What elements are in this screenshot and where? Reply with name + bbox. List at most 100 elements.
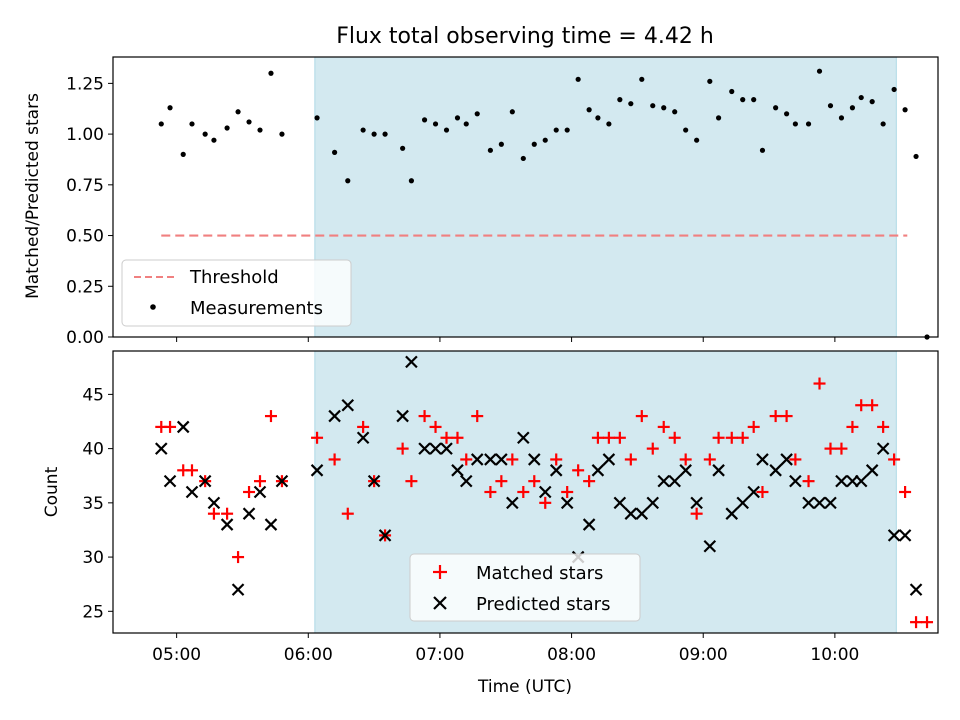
matched-stars-point [528, 475, 541, 488]
matched-stars-point [311, 431, 324, 444]
measurements-point [729, 88, 735, 95]
bottom-panel: 25 30 35 40 45 05:00 06:00 07:00 08:00 09:00 10:00… [42, 350, 939, 697]
predicted-stars-point [264, 518, 278, 531]
predicted-stars-point [780, 453, 793, 466]
predicted-stars-point [242, 507, 256, 520]
measurements-point [913, 153, 919, 160]
matched-stars-point [341, 507, 354, 520]
measurements-point [553, 127, 559, 133]
measurements-point [371, 131, 377, 137]
measurements-point [202, 131, 208, 137]
predicted-stars-point [813, 496, 826, 510]
predicted-stars-point [451, 464, 464, 477]
predicted-stars-point [591, 464, 605, 477]
measurements-point [880, 121, 886, 127]
top-panel: Flux total observing time = 4.42 h 0.000… [23, 24, 939, 348]
predicted-stars-point [396, 409, 409, 423]
predicted-stars-point [668, 474, 681, 488]
matched-stars-point [460, 453, 473, 466]
predicted-stars-point [898, 529, 912, 542]
matched-stars-point [802, 475, 815, 488]
measurements-point [606, 121, 612, 127]
predicted-stars-point [712, 464, 725, 477]
bottom-y-tick-label: 45 [82, 385, 104, 405]
measurements-point [520, 155, 526, 162]
predicted-stars-point [429, 442, 442, 455]
top-y-tick-label: 0.25 [66, 277, 104, 297]
matched-stars-point [429, 420, 442, 433]
predicted-stars-point [231, 583, 245, 596]
matched-stars-point [910, 616, 923, 629]
matched-stars-point [813, 377, 826, 390]
measurements-point [421, 117, 428, 123]
measurements-point [463, 121, 469, 127]
predicted-stars-point [275, 474, 289, 488]
top-y-tick-label: 0.00 [66, 328, 104, 348]
predicted-stars-point [582, 518, 596, 531]
predicted-stars-point [484, 453, 497, 466]
predicted-stars-point [560, 496, 574, 510]
matched-stars-point [835, 442, 848, 455]
predicted-stars-point [876, 442, 890, 455]
measurements-point [707, 78, 713, 84]
matched-stars-point [232, 551, 245, 564]
x-tick-label: 06:00 [284, 645, 333, 665]
matched-stars-point [877, 420, 890, 433]
measurements-point [694, 137, 700, 143]
predicted-stars-point [367, 474, 381, 488]
measurements-point [531, 141, 537, 147]
predicted-stars-point [756, 453, 769, 466]
predicted-stars-point [310, 464, 324, 477]
bottom-y-axis-label: Count [42, 466, 62, 517]
matched-stars-point [646, 442, 659, 455]
predicted-stars-point [854, 474, 868, 488]
predicted-stars-point [835, 474, 848, 488]
predicted-stars-point [538, 485, 552, 499]
matched-stars-point [769, 410, 782, 423]
matched-stars-point [583, 475, 596, 488]
x-tick-label: 05:00 [152, 645, 201, 665]
x-axis-label: Time (UTC) [477, 677, 572, 697]
measurements-point [751, 97, 757, 103]
bottom-y-tick-label: 30 [82, 548, 104, 568]
predicted-stars-point [341, 398, 355, 412]
predicted-stars-point [356, 431, 370, 445]
matched-stars-point [254, 475, 267, 488]
matched-stars-point [357, 420, 370, 433]
measurements-point [257, 127, 263, 133]
predicted-stars-point [690, 496, 703, 510]
matched-stars-point [517, 486, 530, 498]
measurements-point [180, 151, 186, 157]
top-y-tick-label: 0.75 [66, 176, 104, 196]
matched-stars-point [657, 420, 670, 433]
predicted-stars-point [824, 496, 837, 510]
legend-label-matched: Matched stars [476, 563, 603, 584]
measurements-point [408, 178, 415, 184]
matched-stars-point [539, 496, 552, 509]
predicted-stars-point [163, 474, 177, 488]
bottom-axes-frame [112, 350, 939, 634]
matched-stars-point [789, 453, 802, 466]
predicted-stars-point [624, 507, 638, 520]
predicted-stars-point [887, 529, 901, 542]
predicted-stars-point [909, 583, 923, 596]
measurements-point [279, 131, 285, 137]
matched-stars-point [824, 442, 837, 455]
matched-stars-point [736, 431, 749, 444]
bottom-y-tick-label: 35 [82, 494, 104, 514]
predicted-stars-point [802, 496, 815, 510]
measurements-point [805, 121, 812, 127]
predicted-stars-point [602, 453, 616, 466]
measurements-point [443, 127, 450, 133]
matched-stars-point [207, 507, 220, 520]
measurements-point [617, 97, 623, 103]
measurements-point [628, 101, 634, 107]
predicted-stars-point [253, 485, 267, 499]
matched-stars-point [264, 410, 277, 423]
matched-stars-point [602, 431, 615, 444]
predicted-stars-point [207, 496, 221, 510]
measurements-point [827, 103, 834, 109]
matched-stars-point [440, 431, 453, 444]
predicted-stars-point [703, 539, 717, 553]
predicted-stars-point [679, 464, 692, 477]
